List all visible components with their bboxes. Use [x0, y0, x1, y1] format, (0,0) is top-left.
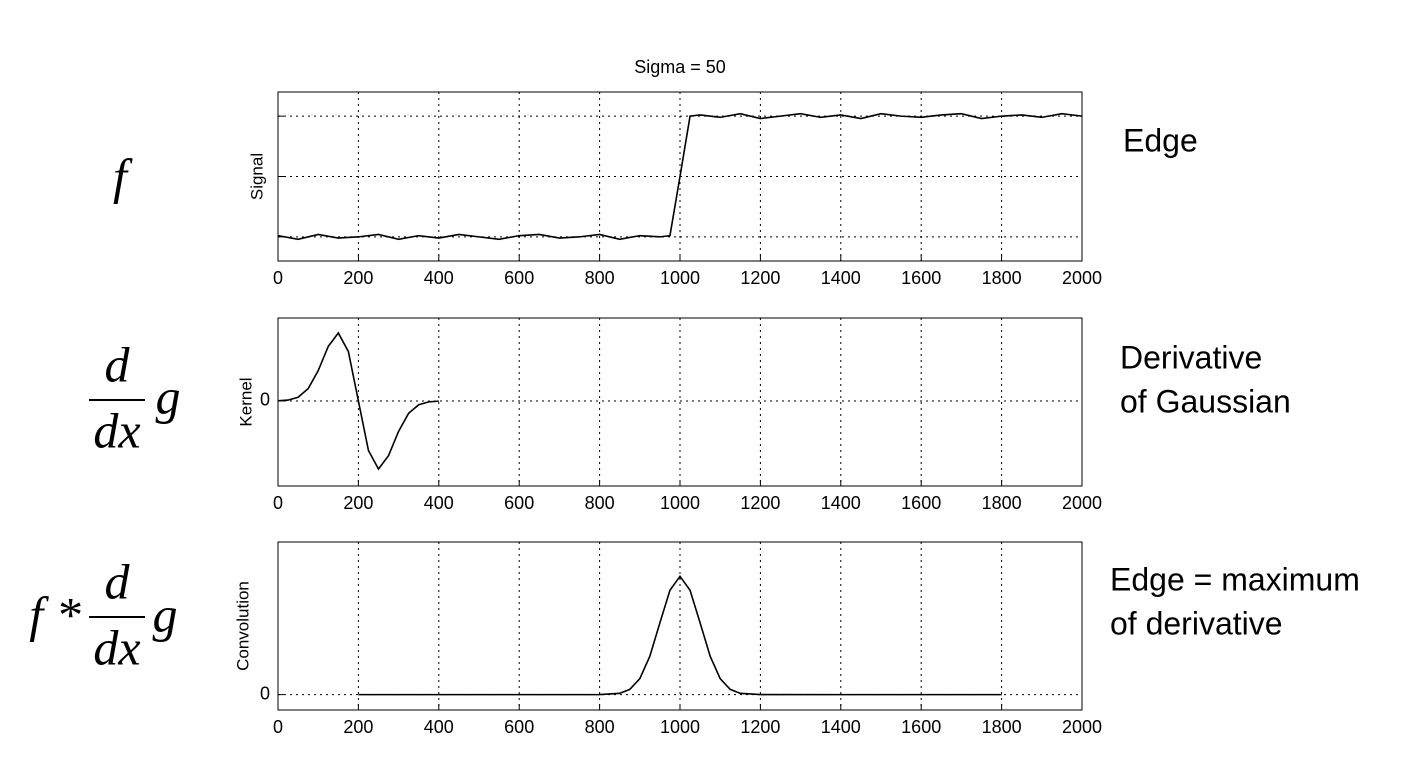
x-tick-label: 1000 — [660, 717, 700, 737]
formula-suffix: g — [156, 368, 181, 424]
x-tick-label: 1600 — [901, 493, 941, 513]
data-line — [358, 574, 1002, 696]
formula-denominator: dx — [93, 402, 140, 458]
y-axis-label: Signal — [247, 153, 266, 200]
x-tick-label: 1600 — [901, 717, 941, 737]
x-tick-label: 1000 — [660, 268, 700, 288]
formula-suffix: g — [153, 586, 178, 642]
formula-numerator: d — [105, 553, 131, 609]
y-axis-label: Kernel — [236, 377, 255, 426]
x-tick-label: 1200 — [740, 493, 780, 513]
formula-prefix: f * — [29, 586, 80, 642]
x-tick-label: 2000 — [1062, 717, 1102, 737]
x-tick-label: 400 — [424, 268, 454, 288]
x-tick-label: 200 — [343, 717, 373, 737]
x-tick-label: 0 — [273, 717, 283, 737]
description: Derivative — [1120, 339, 1262, 375]
x-tick-label: 200 — [343, 493, 373, 513]
x-tick-label: 1400 — [821, 717, 861, 737]
x-tick-label: 800 — [585, 268, 615, 288]
x-tick-label: 200 — [343, 268, 373, 288]
x-tick-label: 1800 — [982, 268, 1022, 288]
x-tick-label: 1800 — [982, 493, 1022, 513]
chart-title: Sigma = 50 — [634, 57, 726, 77]
x-tick-label: 0 — [273, 493, 283, 513]
y-tick-label: 0 — [260, 390, 270, 410]
x-tick-label: 2000 — [1062, 268, 1102, 288]
y-tick-label: 0 — [260, 683, 270, 703]
x-tick-label: 0 — [273, 268, 283, 288]
x-tick-label: 1200 — [740, 268, 780, 288]
formula-numerator: d — [105, 336, 131, 392]
description: Edge = maximum — [1110, 561, 1360, 597]
formula-denominator: dx — [93, 619, 140, 675]
description: of Gaussian — [1120, 383, 1291, 419]
x-tick-label: 1400 — [821, 493, 861, 513]
x-tick-label: 400 — [424, 493, 454, 513]
x-tick-label: 2000 — [1062, 493, 1102, 513]
data-line — [277, 112, 1083, 241]
x-tick-label: 1200 — [740, 717, 780, 737]
x-tick-label: 1400 — [821, 268, 861, 288]
x-tick-label: 600 — [504, 493, 534, 513]
formula-prefix: f — [113, 148, 133, 204]
x-tick-label: 1800 — [982, 717, 1022, 737]
x-tick-label: 1000 — [660, 493, 700, 513]
x-tick-label: 400 — [424, 717, 454, 737]
x-tick-label: 600 — [504, 268, 534, 288]
y-axis-label: Convolution — [233, 581, 252, 671]
x-tick-label: 800 — [585, 493, 615, 513]
x-tick-label: 1600 — [901, 268, 941, 288]
description: of derivative — [1110, 605, 1283, 641]
data-line — [277, 331, 439, 471]
description: Edge — [1123, 122, 1198, 158]
x-tick-label: 600 — [504, 717, 534, 737]
x-tick-label: 800 — [585, 717, 615, 737]
